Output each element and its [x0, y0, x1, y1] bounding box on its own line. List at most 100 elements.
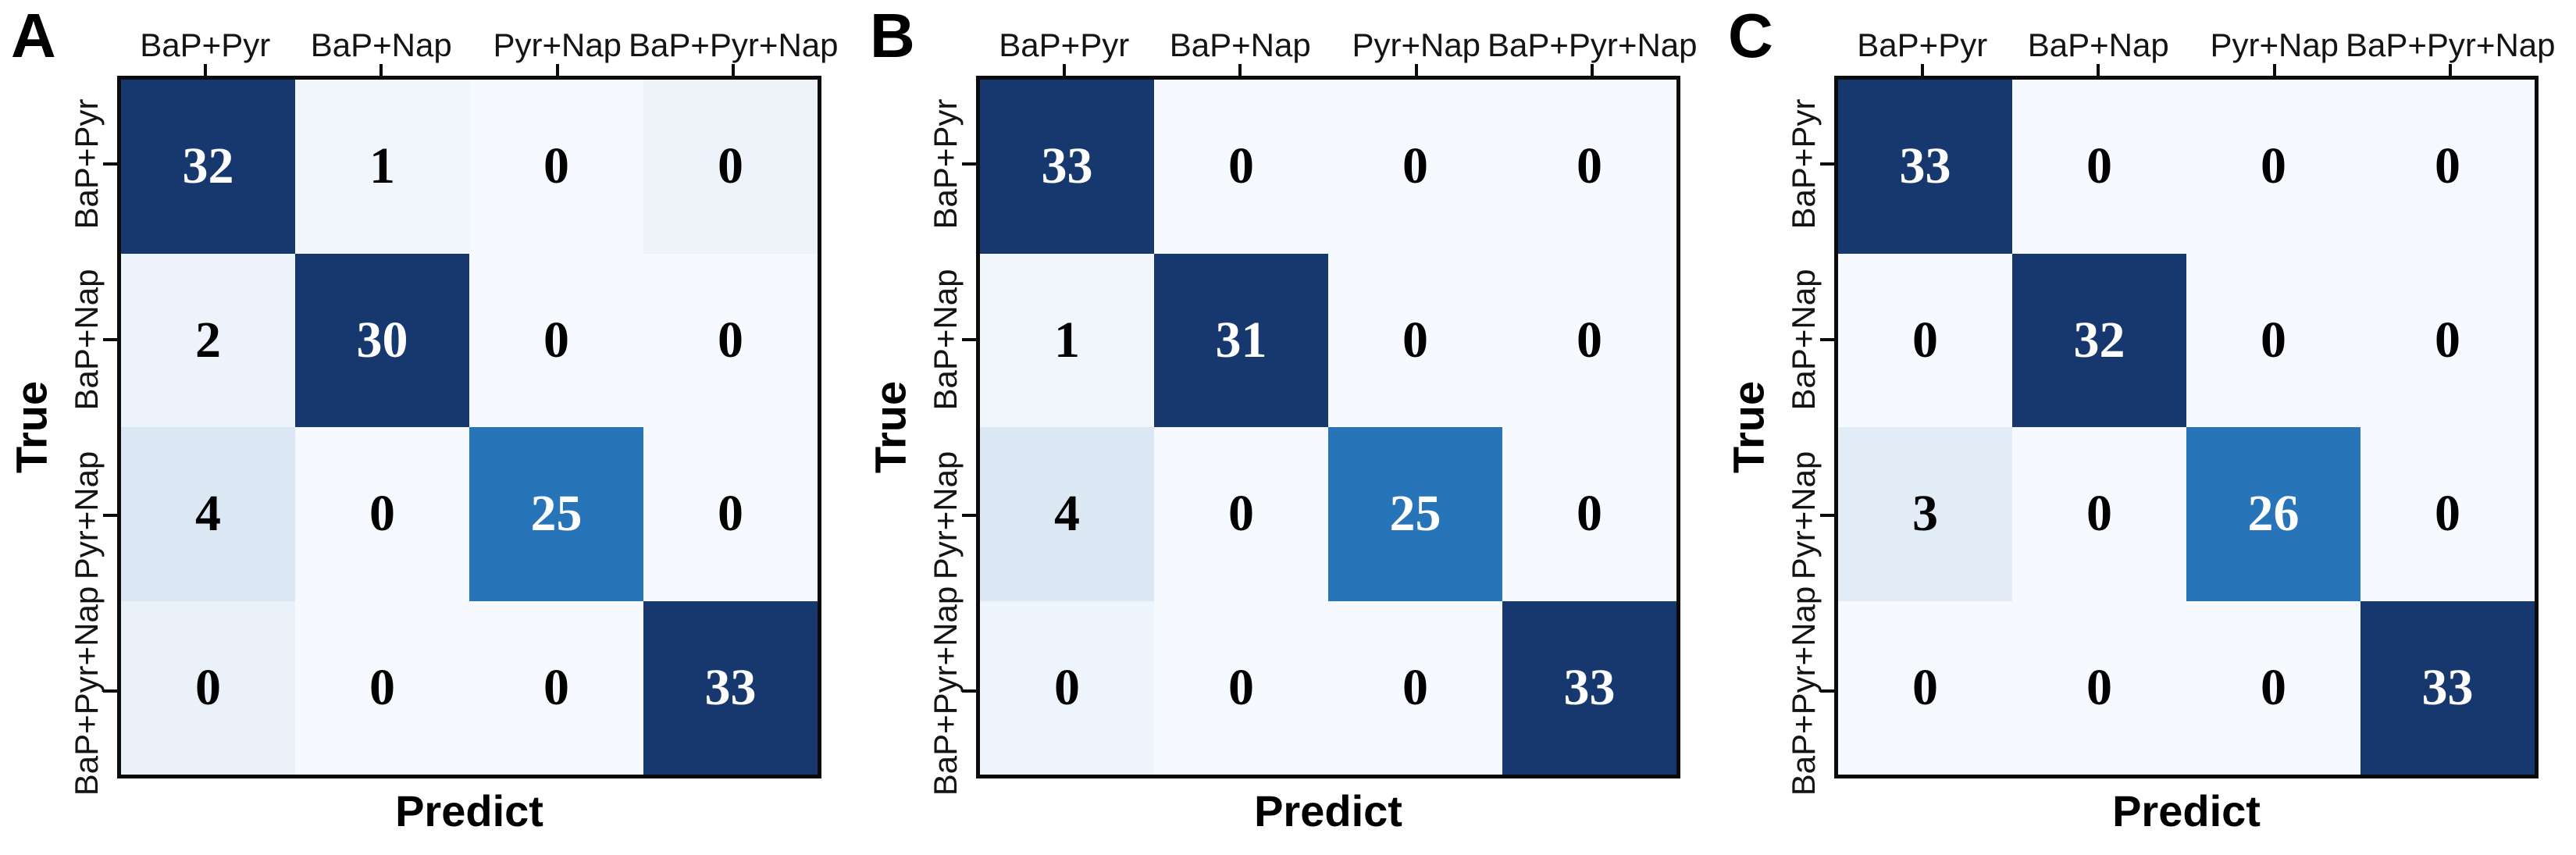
y-tick-label: BaP+Pyr+Nap: [927, 586, 964, 796]
matrix-cell: 32: [2012, 253, 2186, 427]
x-tick-mark: [732, 64, 736, 77]
x-tick-label: BaP+Pyr+Nap: [2346, 27, 2556, 63]
x-tick-label: BaP+Nap: [310, 27, 452, 63]
x-tick-mark: [1414, 64, 1418, 77]
matrix-cell: 0: [1154, 600, 1328, 775]
x-tick-label: BaP+Pyr: [140, 27, 271, 63]
x-tick-label: BaP+Pyr+Nap: [629, 27, 839, 63]
x-tick-label: BaP+Pyr: [1857, 27, 1988, 63]
x-axis-title: Predict: [395, 786, 543, 835]
matrix-cell: 0: [2360, 80, 2535, 254]
x-axis-title: Predict: [1254, 786, 1402, 835]
y-tick-mark: [103, 513, 117, 517]
matrix-cell: 33: [2360, 600, 2535, 775]
y-tick-mark: [962, 689, 976, 693]
x-tick-mark: [2097, 64, 2100, 77]
x-axis-title: Predict: [2112, 786, 2261, 835]
matrix-cell: 0: [469, 253, 643, 427]
y-tick-label: BaP+Pyr: [927, 98, 964, 229]
y-tick-mark: [103, 337, 117, 341]
panel-letter: A: [11, 1, 56, 70]
y-tick-label: Pyr+Nap: [927, 451, 964, 579]
matrix-cell: 0: [1328, 253, 1502, 427]
matrix-cell: 0: [2186, 253, 2360, 427]
x-tick-label: BaP+Pyr: [999, 27, 1130, 63]
x-tick-mark: [1238, 64, 1242, 77]
y-tick-label: BaP+Pyr: [1785, 98, 1822, 229]
matrix-cell: 2: [121, 253, 295, 427]
y-tick-label: BaP+Nap: [1785, 269, 1822, 410]
x-tick-mark: [379, 64, 383, 77]
matrix-cell: 31: [1154, 253, 1328, 427]
matrix-cell: 33: [643, 600, 818, 775]
y-axis-title: True: [865, 380, 915, 474]
x-tick-label: Pyr+Nap: [2210, 27, 2339, 63]
matrix-cell: 0: [643, 427, 818, 601]
y-tick-label: BaP+Pyr+Nap: [68, 586, 105, 796]
matrix-cell: 0: [469, 600, 643, 775]
matrix-cell: 32: [121, 80, 295, 254]
x-tick-mark: [2272, 64, 2276, 77]
matrix-cell: 4: [980, 427, 1154, 601]
matrix-cell: 0: [1154, 427, 1328, 601]
matrix-cell: 1: [295, 80, 469, 254]
matrix-cell: 0: [1328, 600, 1502, 775]
x-tick-mark: [2449, 64, 2453, 77]
matrix-cell: 0: [980, 600, 1154, 775]
matrix-cell: 0: [2186, 80, 2360, 254]
matrix-cell: 0: [2012, 80, 2186, 254]
x-tick-label: BaP+Pyr+Nap: [1488, 27, 1698, 63]
matrix-cell: 1: [980, 253, 1154, 427]
y-tick-label: BaP+Pyr+Nap: [1785, 586, 1822, 796]
matrix-cell: 0: [469, 80, 643, 254]
matrix-cell: 0: [2186, 600, 2360, 775]
y-tick-mark: [1820, 162, 1834, 166]
matrix-cell: 26: [2186, 427, 2360, 601]
matrix-cell: 33: [980, 80, 1154, 254]
matrix-cell: 0: [2012, 427, 2186, 601]
x-tick-label: Pyr+Nap: [493, 27, 622, 63]
matrix-cell: 0: [2360, 427, 2535, 601]
matrix-cell: 0: [1502, 80, 1676, 254]
matrix-cell: 0: [643, 80, 818, 254]
x-tick-mark: [1920, 64, 1924, 77]
y-tick-mark: [1820, 513, 1834, 517]
matrix-cell: 33: [1502, 600, 1676, 775]
y-tick-label: BaP+Pyr: [68, 98, 105, 229]
matrix-cell: 33: [1838, 80, 2012, 254]
matrix-cell: 0: [2360, 253, 2535, 427]
x-tick-label: Pyr+Nap: [1352, 27, 1481, 63]
x-tick-label: BaP+Nap: [2027, 27, 2169, 63]
x-tick-mark: [203, 64, 207, 77]
x-tick-mark: [1062, 64, 1066, 77]
matrix-cell: 0: [121, 600, 295, 775]
panel-letter: B: [870, 1, 915, 70]
matrix-cell: 0: [295, 600, 469, 775]
matrix-cell: 0: [1502, 427, 1676, 601]
matrix-cell: 25: [1328, 427, 1502, 601]
y-tick-label: Pyr+Nap: [1785, 451, 1822, 579]
matrix-cell: 4: [121, 427, 295, 601]
y-tick-mark: [962, 513, 976, 517]
panel-letter: C: [1728, 1, 1773, 70]
heatmap-grid: 32 1 0 0 2 30 0 0 4 0 25 0 0 0 0 33: [117, 76, 821, 778]
matrix-cell: 25: [469, 427, 643, 601]
panel-b: B True BaP+Pyr BaP+Nap Pyr+Nap BaP+Pyr+Nap …: [859, 0, 1718, 855]
x-tick-mark: [555, 64, 559, 77]
heatmap-grid: 33 0 0 0 1 31 0 0 4 0 25 0 0 0 0 33: [976, 76, 1680, 778]
y-axis-title: True: [1723, 380, 1773, 474]
y-tick-mark: [1820, 337, 1834, 341]
y-tick-label: Pyr+Nap: [68, 451, 105, 579]
panel-a: A True BaP+Pyr BaP+Nap Pyr+Nap BaP+Pyr+Nap …: [0, 0, 859, 855]
y-tick-label: BaP+Nap: [927, 269, 964, 410]
y-tick-label: BaP+Nap: [68, 269, 105, 410]
matrix-cell: 30: [295, 253, 469, 427]
panel-c: C True BaP+Pyr BaP+Nap Pyr+Nap BaP+Pyr+Nap …: [1717, 0, 2576, 855]
y-tick-mark: [103, 162, 117, 166]
matrix-cell: 0: [1154, 80, 1328, 254]
matrix-cell: 0: [2012, 600, 2186, 775]
y-tick-mark: [1820, 689, 1834, 693]
heatmap-grid: 33 0 0 0 0 32 0 0 3 0 26 0 0 0 0 33: [1834, 76, 2539, 778]
y-tick-mark: [962, 337, 976, 341]
matrix-cell: 3: [1838, 427, 2012, 601]
